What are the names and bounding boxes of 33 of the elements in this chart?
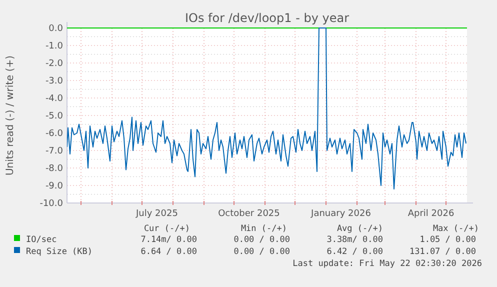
text: 0.00 / 0.00 bbox=[234, 247, 290, 257]
y-tick-label: -9.0 bbox=[45, 182, 64, 192]
text: Avg (-/+) bbox=[336, 224, 383, 234]
y-tick-label: -4.0 bbox=[45, 94, 64, 104]
text: 6.64 / 0.00 bbox=[140, 247, 197, 257]
text: Max (-/+) bbox=[432, 224, 479, 234]
text: 131.07 / 0.00 bbox=[409, 247, 476, 257]
text: 1.05 / 0.00 bbox=[420, 235, 476, 245]
line-series bbox=[67, 28, 466, 190]
text: Cur (-/+) bbox=[144, 224, 190, 234]
text: Min (-/+) bbox=[240, 224, 287, 234]
y-tick-label: 0.0 bbox=[48, 24, 64, 34]
chart-title: IOs for /dev/loop1 - by year bbox=[184, 11, 350, 25]
y-tick-label: -10.0 bbox=[40, 199, 64, 210]
x-tick-label: April 2026 bbox=[408, 209, 454, 219]
text: 7.14m/ 0.00 bbox=[140, 235, 197, 245]
legend-label: IO/sec bbox=[26, 235, 57, 245]
text: 6.42 / 0.00 bbox=[326, 247, 383, 257]
y-axis-title: Units read (-) / write (+) bbox=[5, 55, 16, 176]
legend-label: Req Size (KB) bbox=[26, 247, 93, 257]
y-tick-label: -2.0 bbox=[45, 59, 64, 70]
text: 0.00 / 0.00 bbox=[234, 235, 290, 245]
x-tick-label: July 2025 bbox=[135, 209, 178, 219]
text: Last update: Fri May 22 02:30:20 2026 bbox=[292, 259, 482, 269]
y-tick-label: -1.0 bbox=[45, 42, 64, 52]
y-tick-label: -3.0 bbox=[45, 76, 64, 87]
y-tick-label: -6.0 bbox=[45, 129, 64, 140]
y-tick-label: -5.0 bbox=[45, 112, 64, 122]
x-tick-label: October 2025 bbox=[218, 209, 280, 219]
text: 3.38m/ 0.00 bbox=[326, 235, 383, 245]
x-tick-label: January 2026 bbox=[310, 209, 372, 219]
y-tick-label: -8.0 bbox=[45, 164, 64, 174]
y-tick-label: -7.0 bbox=[45, 146, 64, 157]
